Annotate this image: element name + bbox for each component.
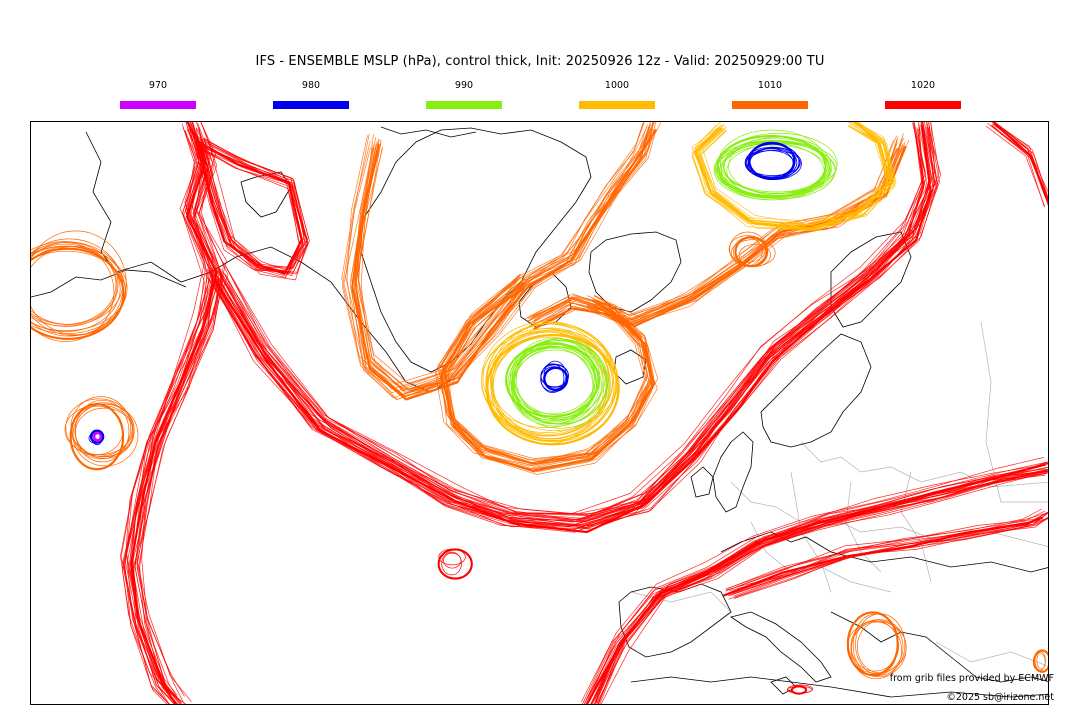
pressure-map <box>31 122 1048 704</box>
legend-label: 980 <box>301 80 321 91</box>
isobar-1020-fragments <box>437 548 473 580</box>
legend-item-980: 980 <box>272 80 350 110</box>
isobar-970-hurricane <box>92 431 103 443</box>
legend-label: 990 <box>454 80 474 91</box>
isobar-1010-hurricane <box>64 396 139 471</box>
legend-swatch <box>579 101 655 109</box>
isobar-980-north <box>744 141 802 181</box>
isobar-1000-low <box>481 321 620 446</box>
legend-item-1000: 1000 <box>578 80 656 110</box>
isobar-1020-main <box>205 122 942 534</box>
isobar-1010-east-med <box>846 611 907 680</box>
isobar-980-low <box>540 360 569 394</box>
isobar-990-low <box>505 337 610 429</box>
page-title: IFS - ENSEMBLE MSLP (hPa), control thick… <box>255 54 825 69</box>
legend-label: 970 <box>148 80 168 91</box>
provider-credit: from grib files provided by ECMWF <box>889 673 1054 684</box>
isobar-990-north <box>713 129 838 201</box>
legend-swatch <box>426 101 502 109</box>
map-panel <box>30 121 1049 705</box>
copyright-credit: ©2025 sb@irizone.net <box>946 692 1054 703</box>
legend-swatch <box>885 101 961 109</box>
isobar-1020-west <box>120 122 229 704</box>
isobar-1020-med <box>723 508 1048 600</box>
isobar-1020-greenland <box>194 135 310 281</box>
isobar-1020-fragments-south <box>786 684 814 695</box>
legend-label: 1000 <box>604 80 630 91</box>
isobar-1010-edge <box>1032 649 1048 673</box>
legend-item-1010: 1010 <box>731 80 809 110</box>
isobar-1010-small <box>728 231 776 268</box>
legend-swatch <box>273 101 349 109</box>
legend-label: 1010 <box>757 80 783 91</box>
isobar-1010-west-ring <box>31 230 128 342</box>
legend-item-990: 990 <box>425 80 503 110</box>
legend-swatch <box>120 101 196 109</box>
legend-swatch <box>732 101 808 109</box>
isobar-1020-ne <box>985 122 1048 208</box>
isobar-1010-greenland <box>341 122 662 401</box>
legend-label: 1020 <box>910 80 936 91</box>
isobar-1000-north <box>691 122 897 232</box>
isobar-1010-low-ring <box>435 273 659 475</box>
country-borders <box>630 321 1048 667</box>
legend-item-970: 970 <box>119 80 197 110</box>
isobar-contours <box>31 122 1048 704</box>
isobar-1020-south <box>580 457 1048 704</box>
legend-item-1020: 1020 <box>884 80 962 110</box>
